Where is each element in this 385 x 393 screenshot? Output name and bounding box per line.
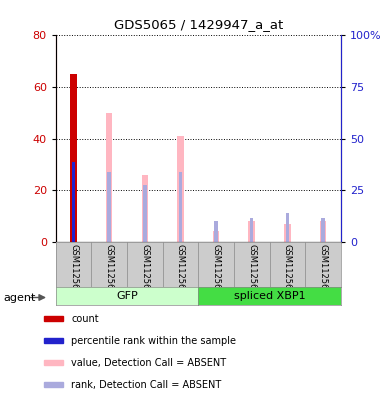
Bar <box>70 74 77 242</box>
Bar <box>44 382 63 387</box>
Bar <box>44 316 63 321</box>
Bar <box>284 224 291 242</box>
Bar <box>248 221 255 242</box>
Text: GSM1125690: GSM1125690 <box>212 244 221 299</box>
Text: percentile rank within the sample: percentile rank within the sample <box>72 336 236 345</box>
Bar <box>106 113 112 242</box>
Bar <box>214 221 218 242</box>
Bar <box>143 185 147 242</box>
Bar <box>179 172 182 242</box>
Bar <box>177 136 184 242</box>
Bar <box>72 162 75 242</box>
Text: GSM1125687: GSM1125687 <box>105 244 114 299</box>
Text: value, Detection Call = ABSENT: value, Detection Call = ABSENT <box>72 358 227 367</box>
Bar <box>44 360 63 365</box>
Text: rank, Detection Call = ABSENT: rank, Detection Call = ABSENT <box>72 380 222 389</box>
Title: GDS5065 / 1429947_a_at: GDS5065 / 1429947_a_at <box>114 18 283 31</box>
Text: GSM1125693: GSM1125693 <box>318 244 327 299</box>
Text: GSM1125686: GSM1125686 <box>69 244 78 299</box>
Text: GSM1125689: GSM1125689 <box>176 244 185 299</box>
Bar <box>107 172 111 242</box>
Bar <box>44 338 63 343</box>
Bar <box>321 219 325 242</box>
Text: GSM1125692: GSM1125692 <box>283 244 292 299</box>
Bar <box>142 174 148 242</box>
Text: GSM1125688: GSM1125688 <box>141 244 149 299</box>
Text: agent: agent <box>4 293 36 303</box>
Bar <box>213 231 219 242</box>
Bar <box>286 213 289 242</box>
Text: GSM1125691: GSM1125691 <box>247 244 256 299</box>
Bar <box>250 219 253 242</box>
Bar <box>320 221 326 242</box>
Text: count: count <box>72 314 99 324</box>
Text: GFP: GFP <box>116 291 138 301</box>
Text: spliced XBP1: spliced XBP1 <box>234 291 305 301</box>
